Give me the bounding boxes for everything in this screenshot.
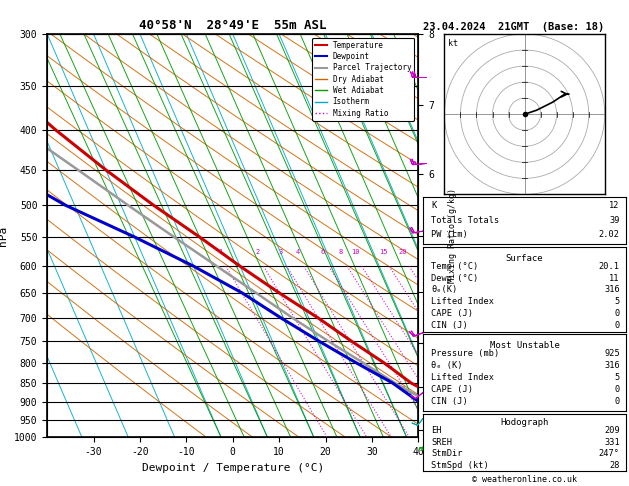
Text: Pressure (mb): Pressure (mb) xyxy=(431,349,499,358)
Text: Lifted Index: Lifted Index xyxy=(431,373,494,382)
Text: CIN (J): CIN (J) xyxy=(431,397,468,406)
Text: LCL: LCL xyxy=(423,399,437,408)
Text: 247°: 247° xyxy=(599,449,620,458)
Text: Temp (°C): Temp (°C) xyxy=(431,262,479,271)
Text: 0: 0 xyxy=(615,309,620,318)
Text: 3: 3 xyxy=(279,249,283,255)
Text: SREH: SREH xyxy=(431,438,452,447)
Text: 28: 28 xyxy=(610,461,620,469)
Text: θₑ(K): θₑ(K) xyxy=(431,285,458,295)
Text: 316: 316 xyxy=(604,361,620,370)
X-axis label: Dewpoint / Temperature (°C): Dewpoint / Temperature (°C) xyxy=(142,463,324,473)
Text: 209: 209 xyxy=(604,426,620,435)
Text: 316: 316 xyxy=(604,285,620,295)
Text: 2.02: 2.02 xyxy=(599,230,620,240)
Text: Hodograph: Hodograph xyxy=(501,418,548,427)
Text: 20.1: 20.1 xyxy=(599,262,620,271)
Text: 331: 331 xyxy=(604,438,620,447)
Text: Dewp (°C): Dewp (°C) xyxy=(431,274,479,283)
Text: 6: 6 xyxy=(321,249,325,255)
Text: CIN (J): CIN (J) xyxy=(431,321,468,330)
Text: 925: 925 xyxy=(604,349,620,358)
Text: 11: 11 xyxy=(610,274,620,283)
Text: 5: 5 xyxy=(615,373,620,382)
Text: θₑ (K): θₑ (K) xyxy=(431,361,463,370)
Text: 2: 2 xyxy=(255,249,260,255)
Text: Most Unstable: Most Unstable xyxy=(489,341,560,349)
Text: CAPE (J): CAPE (J) xyxy=(431,309,474,318)
Text: Lifted Index: Lifted Index xyxy=(431,297,494,306)
Text: PW (cm): PW (cm) xyxy=(431,230,468,240)
Text: StmDir: StmDir xyxy=(431,449,463,458)
Text: kt: kt xyxy=(448,39,458,48)
Text: 5: 5 xyxy=(615,297,620,306)
Text: 15: 15 xyxy=(379,249,387,255)
Text: Totals Totals: Totals Totals xyxy=(431,216,499,225)
Text: 12: 12 xyxy=(610,201,620,210)
Text: 10: 10 xyxy=(352,249,360,255)
Text: CAPE (J): CAPE (J) xyxy=(431,385,474,394)
Text: 39: 39 xyxy=(610,216,620,225)
Text: Mixing Ratio (g/kg): Mixing Ratio (g/kg) xyxy=(448,188,457,283)
Text: 40°58'N  28°49'E  55m ASL: 40°58'N 28°49'E 55m ASL xyxy=(139,18,326,32)
Text: Surface: Surface xyxy=(506,254,543,263)
Text: 4: 4 xyxy=(296,249,300,255)
Text: 20: 20 xyxy=(399,249,407,255)
Y-axis label: km
ASL: km ASL xyxy=(442,214,459,236)
Text: 23.04.2024  21GMT  (Base: 18): 23.04.2024 21GMT (Base: 18) xyxy=(423,21,604,32)
Text: 0: 0 xyxy=(615,321,620,330)
Text: © weatheronline.co.uk: © weatheronline.co.uk xyxy=(472,474,577,484)
Legend: Temperature, Dewpoint, Parcel Trajectory, Dry Adiabat, Wet Adiabat, Isotherm, Mi: Temperature, Dewpoint, Parcel Trajectory… xyxy=(312,38,415,121)
Text: 1: 1 xyxy=(218,249,223,255)
Y-axis label: hPa: hPa xyxy=(0,226,8,246)
Text: 0: 0 xyxy=(615,397,620,406)
Text: StmSpd (kt): StmSpd (kt) xyxy=(431,461,489,469)
Text: 0: 0 xyxy=(615,385,620,394)
Text: K: K xyxy=(431,201,437,210)
Text: 8: 8 xyxy=(339,249,343,255)
Text: EH: EH xyxy=(431,426,442,435)
